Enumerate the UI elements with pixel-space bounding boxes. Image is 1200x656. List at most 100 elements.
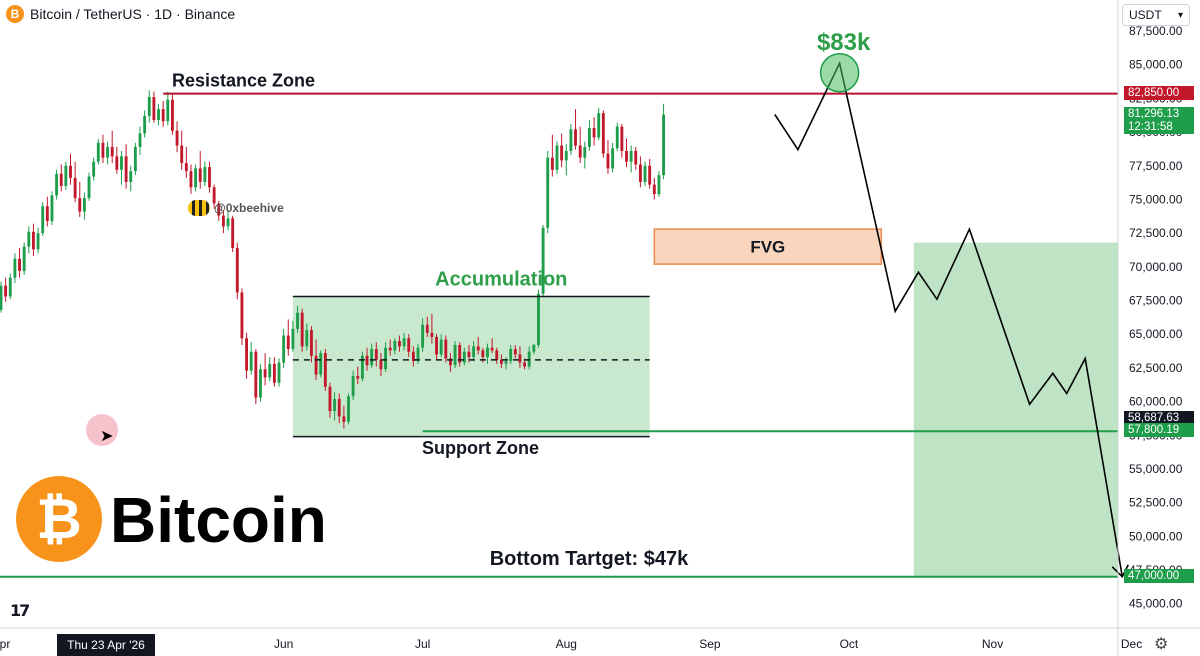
candle-body (620, 126, 624, 151)
chart-title: Bitcoin / TetherUS · 1D · Binance (30, 6, 236, 22)
x-tick-label: Oct (840, 637, 859, 651)
x-tick-label: Jul (415, 637, 430, 651)
zones (292, 228, 1118, 577)
candle-body (541, 227, 545, 294)
crosshair-date: Thu 23 Apr '26 (57, 634, 155, 656)
candle-body (212, 187, 216, 204)
resistance-label: Resistance Zone (172, 71, 315, 91)
candle-body (532, 344, 536, 352)
y-tick-label: 67,500.00 (1129, 294, 1183, 308)
candle-body (597, 113, 601, 138)
candle-body (476, 346, 480, 351)
candle-body (328, 386, 332, 412)
candle-body (73, 177, 77, 199)
candle-body (370, 349, 374, 366)
candle-body (657, 175, 661, 195)
candle-body (4, 285, 8, 297)
candle-body (300, 312, 304, 347)
candle-body (615, 126, 619, 149)
candle-body (643, 165, 647, 182)
candle-body (101, 142, 105, 158)
candle-body (374, 349, 378, 360)
candle-body (59, 173, 63, 186)
gear-icon[interactable]: ⚙ (1154, 636, 1169, 653)
mouse-cursor-icon: ➤ (100, 428, 114, 445)
y-tick-label: 75,000.00 (1129, 192, 1183, 206)
candle-body (161, 109, 165, 122)
candle-body (462, 351, 466, 363)
candle-body (120, 156, 123, 170)
y-tick-label: 60,000.00 (1129, 395, 1183, 409)
currency-select[interactable]: USDT ▾ (1122, 4, 1190, 26)
candle-body (472, 346, 476, 358)
candle-body (550, 157, 554, 170)
x-tick-label: Jun (274, 637, 293, 651)
candle-body (360, 355, 364, 379)
candle-body (147, 97, 151, 116)
candle-body (546, 157, 550, 228)
candle-body (166, 99, 170, 122)
candle-body (184, 163, 188, 172)
candle-body (518, 354, 522, 363)
bee-icon (188, 200, 210, 216)
candle-body (138, 133, 142, 147)
candle-body (203, 167, 207, 182)
y-tick-label: 62,500.00 (1129, 361, 1183, 375)
annotation-labels: FVG Resistance Zone Accumulation Support Zo… (172, 29, 871, 570)
candle-body (198, 168, 202, 182)
candle-body (175, 130, 179, 146)
candle-body (411, 351, 415, 362)
candle-body (314, 355, 318, 375)
candle-body (296, 312, 299, 329)
candle-body (208, 167, 211, 188)
candle-body (407, 338, 411, 352)
candle-body (574, 129, 577, 146)
candle-body (629, 150, 633, 162)
candle-body (36, 233, 40, 250)
candle-body (578, 145, 582, 158)
candle-body (467, 351, 471, 358)
projection-zone (913, 242, 1118, 577)
candle-body (143, 115, 147, 134)
chart-header: B Bitcoin / TetherUS · 1D · Binance (6, 5, 235, 23)
candle-body (416, 347, 420, 362)
watermark: @0xbeehive (188, 200, 284, 216)
candle-body (82, 198, 86, 212)
candle-body (152, 97, 156, 120)
candle-body (347, 396, 350, 422)
candle-body (96, 142, 100, 162)
candle-body (27, 231, 31, 247)
candle-body (110, 146, 114, 157)
candle-body (226, 218, 230, 227)
target-label: $83k (817, 29, 871, 56)
candle-body (319, 353, 323, 375)
candle-body (393, 340, 397, 351)
candle-body (263, 369, 267, 378)
candle-body (592, 128, 596, 138)
candle-body (180, 145, 184, 164)
accumulation-zone (292, 296, 650, 437)
candle-body (606, 153, 610, 169)
candle-body (662, 114, 666, 176)
candle-body (240, 292, 244, 339)
candle-body (13, 258, 17, 278)
x-tick-label: Apr (0, 637, 10, 651)
candle-body (523, 362, 527, 367)
candle-body (481, 350, 485, 358)
candle-body (50, 195, 54, 222)
candle-body (78, 198, 82, 212)
candle-body (495, 350, 499, 360)
candle-body (365, 355, 369, 366)
tradingview-logo-icon[interactable]: 17 (10, 601, 30, 620)
accumulation-label: Accumulation (435, 268, 567, 290)
fvg-box (653, 228, 883, 265)
x-tick-label: Dec (1121, 637, 1142, 651)
candle-body (249, 351, 253, 371)
candle-body (425, 324, 429, 333)
candle-body (272, 363, 276, 383)
chevron-down-icon: ▾ (1177, 9, 1183, 21)
candle-body (499, 359, 503, 364)
candle-body (337, 398, 341, 417)
candle-body (555, 145, 559, 170)
